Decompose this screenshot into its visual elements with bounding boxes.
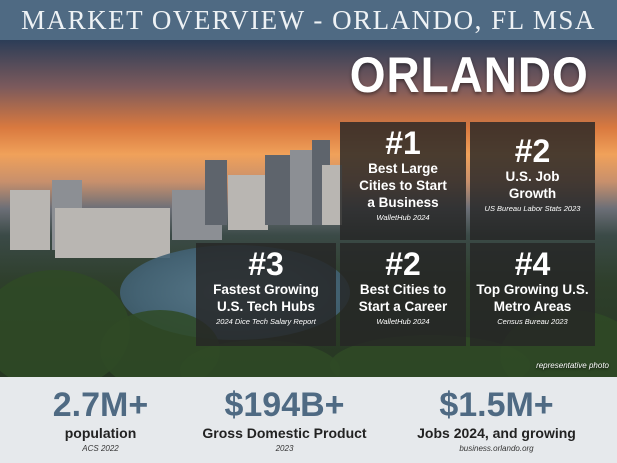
ranking-box: #2 U.S. Job Growth US Bureau Labor Stats… xyxy=(470,122,595,240)
stat-value: 2.7M+ xyxy=(0,385,203,425)
rank-label: Best Large xyxy=(340,160,466,177)
photo-disclaimer: representative photo xyxy=(536,361,609,370)
header-bar: MARKET OVERVIEW - ORLANDO, FL MSA xyxy=(0,0,617,40)
rank-label: Fastest Growing xyxy=(196,281,336,298)
stat-label: Jobs 2024, and growing xyxy=(394,425,599,441)
stat-gdp: $194B+ Gross Domestic Product 2023 xyxy=(182,377,387,453)
rank-label: Start a Career xyxy=(340,298,466,315)
ranking-box: #3 Fastest Growing U.S. Tech Hubs 2024 D… xyxy=(196,243,336,346)
stats-bar: 2.7M+ population ACS 2022 $194B+ Gross D… xyxy=(0,377,617,463)
rank-label: Cities to Start xyxy=(340,177,466,194)
rank-number: #4 xyxy=(470,247,595,281)
stat-source: business.orlando.org xyxy=(394,444,599,453)
stat-population: 2.7M+ population ACS 2022 xyxy=(0,377,203,453)
building-shape xyxy=(10,190,50,250)
stat-label: population xyxy=(0,425,203,441)
rank-number: #2 xyxy=(340,247,466,281)
rank-label: Metro Areas xyxy=(470,298,595,315)
building-shape xyxy=(205,160,227,225)
stat-label: Gross Domestic Product xyxy=(182,425,387,441)
building-shape xyxy=(265,155,290,225)
stat-value: $194B+ xyxy=(182,385,387,425)
rank-number: #2 xyxy=(470,134,595,168)
building-shape xyxy=(322,165,342,225)
stat-value: $1.5M+ xyxy=(394,385,599,425)
rank-label: Best Cities to xyxy=(340,281,466,298)
rank-source: Census Bureau 2023 xyxy=(470,317,595,326)
stat-source: ACS 2022 xyxy=(0,444,203,453)
page-title: MARKET OVERVIEW - ORLANDO, FL MSA xyxy=(21,5,596,36)
rank-label: U.S. Tech Hubs xyxy=(196,298,336,315)
ranking-box: #4 Top Growing U.S. Metro Areas Census B… xyxy=(470,243,595,346)
stat-source: 2023 xyxy=(182,444,387,453)
rank-source: 2024 Dice Tech Salary Report xyxy=(196,317,336,326)
rank-source: WalletHub 2024 xyxy=(340,213,466,222)
city-title: ORLANDO xyxy=(350,46,589,104)
rank-number: #1 xyxy=(340,126,466,160)
rank-label: U.S. Job xyxy=(470,168,595,185)
rank-label: Growth xyxy=(470,185,595,202)
building-shape xyxy=(228,175,268,230)
rank-number: #3 xyxy=(196,247,336,281)
rank-source: WalletHub 2024 xyxy=(340,317,466,326)
stat-jobs: $1.5M+ Jobs 2024, and growing business.o… xyxy=(394,377,599,453)
hero-photo: ORLANDO #1 Best Large Cities to Start a … xyxy=(0,40,617,377)
ranking-box: #2 Best Cities to Start a Career WalletH… xyxy=(340,243,466,346)
rank-label: a Business xyxy=(340,194,466,211)
ranking-box: #1 Best Large Cities to Start a Business… xyxy=(340,122,466,240)
rank-source: US Bureau Labor Stats 2023 xyxy=(470,204,595,213)
building-shape xyxy=(80,228,140,258)
rank-label: Top Growing U.S. xyxy=(470,281,595,298)
